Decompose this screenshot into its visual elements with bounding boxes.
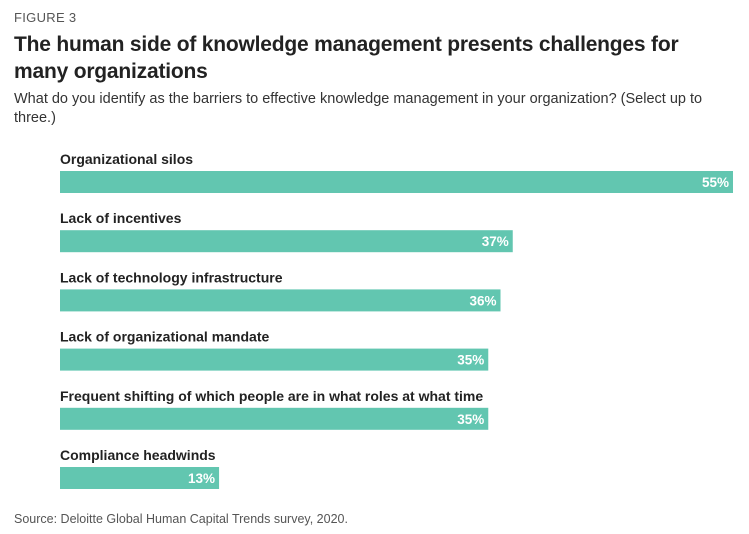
bar-value-label: 13% bbox=[188, 471, 215, 486]
source-note: Source: Deloitte Global Human Capital Tr… bbox=[14, 512, 348, 526]
bar-value-label: 36% bbox=[469, 293, 496, 308]
category-label: Organizational silos bbox=[60, 151, 193, 167]
category-label: Lack of technology infrastructure bbox=[60, 269, 283, 285]
category-label: Lack of organizational mandate bbox=[60, 329, 269, 345]
bar bbox=[60, 348, 489, 371]
category-label: Lack of incentives bbox=[60, 210, 182, 226]
chart-title: The human side of knowledge management p… bbox=[14, 33, 679, 83]
category-label: Frequent shifting of which people are in… bbox=[60, 388, 483, 404]
bar bbox=[60, 289, 501, 312]
bar-value-label: 35% bbox=[457, 412, 484, 427]
chart-subtitle: What do you identify as the barriers to … bbox=[14, 91, 703, 126]
figure-label: FIGURE 3 bbox=[14, 10, 77, 25]
bar bbox=[60, 230, 513, 253]
bar bbox=[60, 407, 489, 430]
bar bbox=[60, 467, 220, 489]
bar-value-label: 37% bbox=[482, 234, 509, 249]
bar-value-label: 55% bbox=[702, 175, 729, 190]
category-label: Compliance headwinds bbox=[60, 447, 216, 463]
bar-chart: Organizational silos 55% Lack of incentive… bbox=[60, 151, 733, 489]
bar bbox=[60, 171, 733, 193]
bar-value-label: 35% bbox=[457, 353, 484, 368]
